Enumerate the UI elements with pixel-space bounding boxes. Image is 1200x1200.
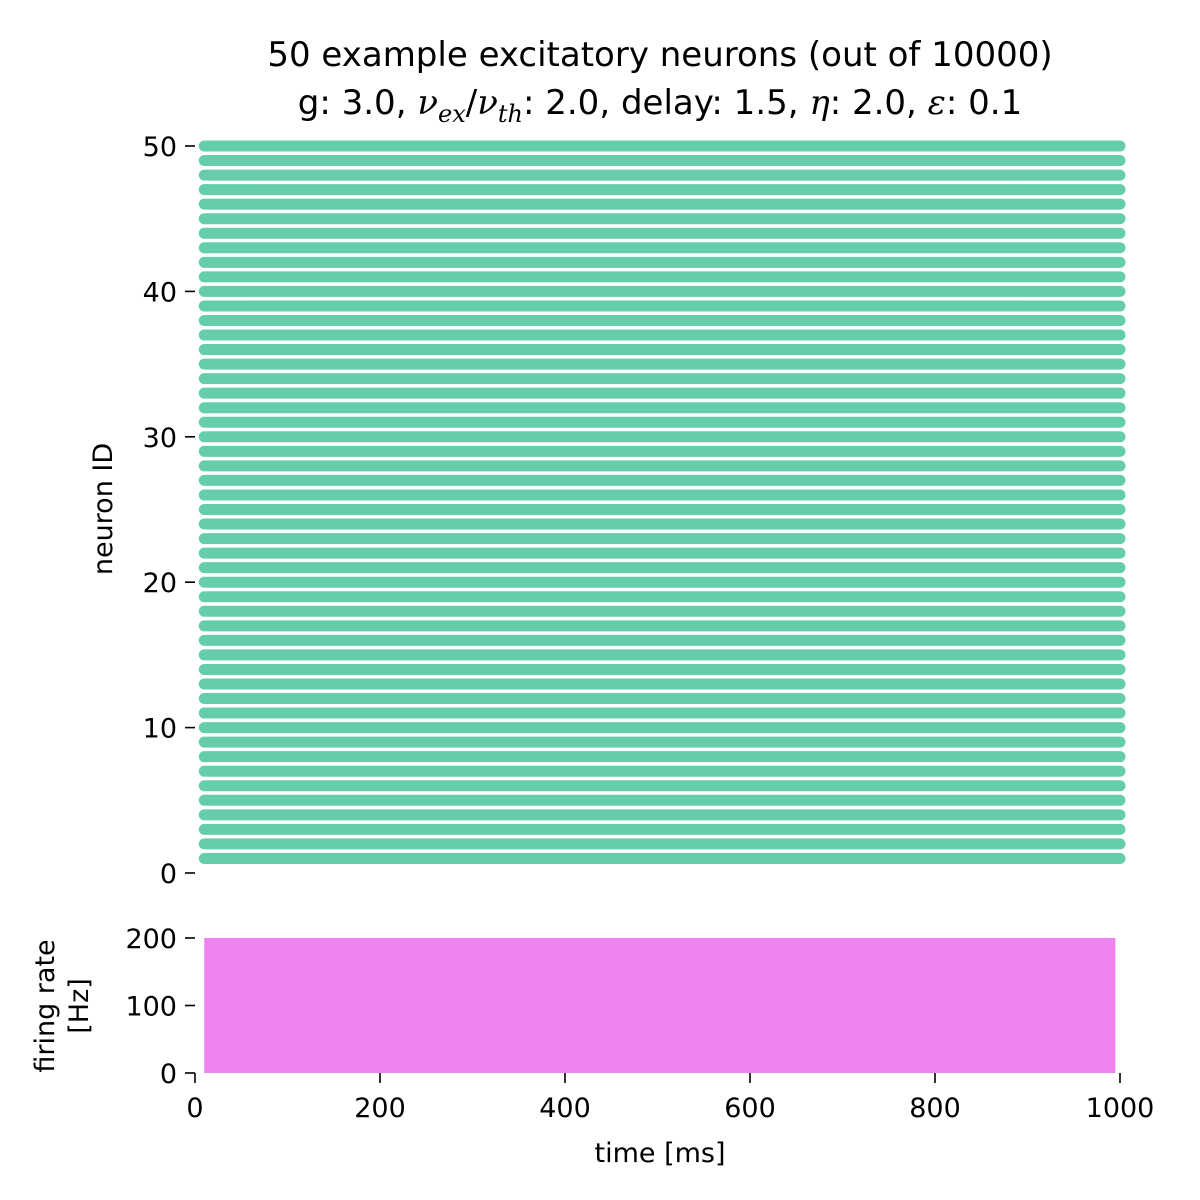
rate-y-tick-label: 200 xyxy=(125,924,177,955)
raster-y-axis-label: neuron ID xyxy=(88,443,119,575)
x-tick-label: 800 xyxy=(909,1093,961,1124)
x-tick-label: 200 xyxy=(354,1093,406,1124)
raster-y-tick-label: 10 xyxy=(143,714,177,745)
firing-rate-bar xyxy=(204,938,1116,1073)
title-ratio-value: : 2.0, xyxy=(523,83,621,123)
raster-y-tick-label: 40 xyxy=(143,277,177,308)
title-epsilon-value: : 0.1 xyxy=(946,83,1022,123)
firing-rate-x-axis: 0 200 400 600 800 1000 xyxy=(186,1073,1154,1124)
firing-rate-y-label-line1: firing rate xyxy=(30,939,61,1072)
firing-rate-y-axis: 0 100 200 xyxy=(125,924,195,1090)
raster-y-tick-label: 0 xyxy=(160,859,177,890)
title-g-value: 3.0 xyxy=(342,83,396,123)
title-comma: , xyxy=(396,83,418,123)
chart-title-line1: 50 example excitatory neurons (out of 10… xyxy=(267,35,1052,75)
raster-y-tick-label: 20 xyxy=(143,568,177,599)
rate-y-tick-label: 0 xyxy=(160,1059,177,1090)
title-epsilon: ε xyxy=(928,83,946,123)
x-tick-label: 400 xyxy=(539,1093,591,1124)
title-nu-th-sub: th xyxy=(498,100,523,128)
rate-y-tick-label: 100 xyxy=(125,992,177,1023)
firing-rate-bars xyxy=(204,938,1116,1073)
raster-y-tick-label: 30 xyxy=(143,423,177,454)
title-nu-ex: ν xyxy=(417,83,438,123)
title-delay: delay: 1.5, xyxy=(621,83,809,123)
raster-y-axis: 0 10 20 30 40 50 xyxy=(143,132,195,890)
raster-rows xyxy=(198,140,1126,864)
raster-panel: 0 10 20 30 40 50 neuron ID xyxy=(88,132,1126,890)
title-slash: / xyxy=(466,83,478,123)
x-tick-label: 0 xyxy=(186,1093,203,1124)
raster-y-tick-label: 50 xyxy=(143,132,177,163)
x-tick-label: 1000 xyxy=(1086,1093,1155,1124)
chart-title-line2: g: 3.0, νex/νth: 2.0, delay: 1.5, η: 2.0… xyxy=(298,83,1023,128)
firing-rate-y-label-line2: [Hz] xyxy=(64,978,95,1034)
title-nu-ex-sub: ex xyxy=(438,100,466,128)
title-nu-th: ν xyxy=(477,83,498,123)
x-tick-label: 600 xyxy=(724,1093,776,1124)
title-eta: η xyxy=(809,83,830,123)
title-g-label: g: xyxy=(298,83,342,123)
x-axis-label: time [ms] xyxy=(594,1138,725,1169)
firing-rate-panel: 0 100 200 0 200 400 600 800 1000 firing rate [H… xyxy=(30,924,1154,1169)
title-eta-value: : 2.0, xyxy=(830,83,928,123)
